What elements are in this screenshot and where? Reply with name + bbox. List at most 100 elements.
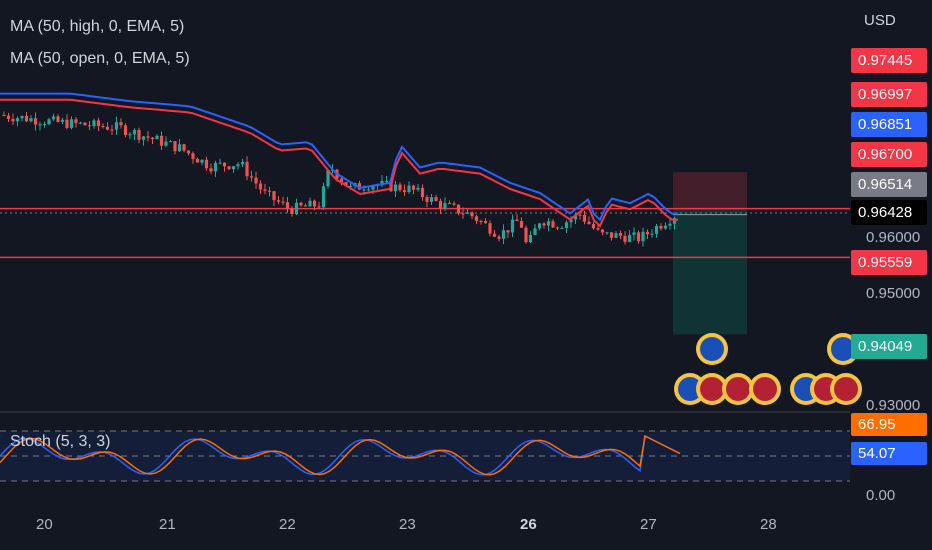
y-tick-label: 0.96000 — [866, 229, 921, 246]
candle-body — [38, 124, 42, 126]
candle-body — [186, 150, 191, 154]
candle-body — [78, 122, 83, 124]
candle-body — [605, 232, 609, 234]
stoch-band — [0, 431, 850, 481]
price-label[interactable]: 0.96514 — [851, 172, 927, 197]
candle-body — [551, 221, 555, 228]
x-tick-label: 22 — [279, 516, 296, 533]
candle-body — [510, 219, 515, 233]
candle-body — [20, 116, 24, 119]
candle-body — [321, 186, 326, 208]
candle-body — [231, 166, 236, 170]
candle-body — [110, 129, 114, 131]
price-label[interactable]: 0.97445 — [851, 48, 927, 73]
candle-body — [519, 221, 524, 228]
candle-body — [240, 161, 245, 165]
candle-body — [146, 136, 150, 138]
candle-body — [416, 187, 420, 190]
candle-body — [290, 208, 294, 215]
candle-body — [11, 118, 15, 122]
candle-body — [258, 183, 263, 190]
candle-body — [614, 233, 618, 238]
candle-body — [420, 187, 425, 198]
candle-body — [164, 141, 168, 146]
candle-body — [33, 118, 38, 125]
candle-body — [285, 202, 290, 209]
ma-high-line — [0, 92, 679, 222]
candle-body — [128, 134, 132, 136]
candle-body — [425, 197, 429, 202]
candle-body — [393, 184, 398, 192]
candle-body — [438, 200, 443, 209]
eu-event-icon — [678, 377, 702, 401]
price-label[interactable]: 0.94049 — [851, 334, 927, 359]
candle-body — [452, 203, 456, 205]
candle-body — [317, 206, 321, 208]
candle-body — [263, 189, 267, 191]
candle-body — [272, 191, 276, 201]
candle-body — [528, 234, 533, 243]
candle-body — [254, 177, 258, 184]
candle-body — [209, 168, 213, 172]
ma-high-legend[interactable]: MA (50, high, 0, EMA, 5) — [10, 18, 185, 35]
candle-body — [663, 225, 668, 229]
candle-body — [461, 213, 465, 215]
candle-body — [497, 236, 501, 239]
candle-body — [168, 141, 173, 143]
eu-event-icon — [831, 337, 855, 361]
candle-body — [398, 184, 402, 191]
candle-body — [600, 229, 605, 233]
candle-body — [92, 120, 96, 127]
candle-body — [627, 234, 632, 242]
candle-body — [83, 122, 87, 126]
candle-body — [150, 137, 155, 140]
candle-body — [281, 201, 285, 203]
x-tick-label: 26 — [520, 516, 537, 533]
candle-body — [65, 119, 69, 128]
candle-body — [344, 181, 348, 187]
us-event-icon — [753, 377, 777, 401]
candle-body — [42, 124, 47, 126]
candle-body — [483, 221, 488, 224]
candle-body — [299, 202, 303, 206]
candle-body — [456, 204, 461, 214]
stoch-legend[interactable]: Stoch (5, 3, 3) — [10, 433, 111, 450]
x-tick-label: 28 — [760, 516, 777, 533]
candle-body — [492, 233, 497, 237]
price-label[interactable]: 0.95559 — [851, 250, 927, 275]
candle-body — [177, 144, 182, 152]
us-event-icon — [726, 377, 750, 401]
candle-body — [2, 114, 6, 116]
candle-body — [56, 116, 60, 122]
price-label[interactable]: 0.96851 — [851, 112, 927, 137]
candle-body — [618, 233, 623, 236]
candle-body — [69, 119, 74, 128]
candle-body — [443, 203, 447, 209]
candle-body — [659, 226, 663, 229]
price-label[interactable]: 0.96700 — [851, 142, 927, 167]
ma-open-legend[interactable]: MA (50, open, 0, EMA, 5) — [10, 50, 190, 67]
stoch-tick-label: 0.00 — [866, 487, 896, 504]
stoch-value-label[interactable]: 66.95 — [851, 413, 927, 436]
price-label[interactable]: 0.96997 — [851, 82, 927, 107]
candle-body — [366, 189, 371, 191]
candle-body — [560, 227, 564, 229]
x-tick-label: 27 — [640, 516, 657, 533]
candle-body — [524, 227, 528, 243]
x-tick-label: 21 — [159, 516, 176, 533]
us-event-icon — [700, 377, 724, 401]
candle-body — [87, 125, 92, 127]
candle-body — [303, 205, 308, 207]
candle-body — [132, 129, 137, 135]
candle-body — [632, 232, 636, 235]
currency-label[interactable]: USD — [864, 12, 896, 29]
candle-body — [204, 159, 209, 169]
stoch-value-label[interactable]: 54.07 — [851, 442, 927, 465]
candle-body — [51, 116, 56, 120]
candle-body — [402, 190, 407, 193]
price-label[interactable]: 0.96428 — [851, 200, 927, 225]
candle-body — [227, 166, 231, 170]
candle-body — [141, 136, 146, 140]
stop-zone — [673, 172, 747, 209]
